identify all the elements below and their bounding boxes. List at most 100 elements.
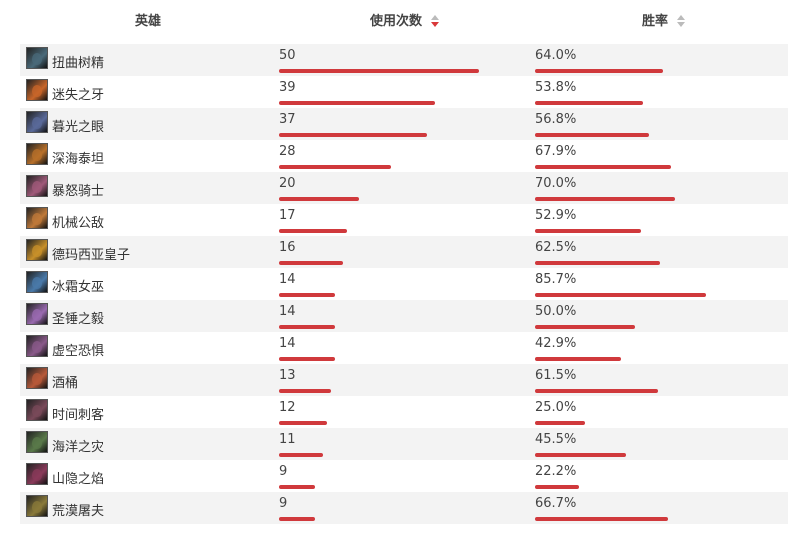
uses-bar — [279, 325, 335, 329]
column-header-uses[interactable]: 使用次数 — [370, 10, 439, 29]
uses-bar — [279, 421, 327, 425]
winrate-bar — [535, 165, 671, 169]
avatar-face-shape — [32, 53, 42, 65]
table-row[interactable]: 迷失之牙 39 53.8% — [20, 76, 788, 108]
avatar-face-shape — [32, 309, 42, 321]
winrate-bar — [535, 101, 643, 105]
table-row[interactable]: 暮光之眼 37 56.8% — [20, 108, 788, 140]
winrate-column-label[interactable]: 胜率 — [642, 14, 669, 29]
winrate-value: 52.9% — [535, 208, 577, 223]
kled-icon — [26, 175, 48, 197]
winrate-value: 53.8% — [535, 80, 577, 95]
table-row[interactable]: 德玛西亚皇子 16 62.5% — [20, 236, 788, 268]
uses-value: 39 — [279, 80, 296, 95]
uses-bar — [279, 165, 391, 169]
poppy-icon — [26, 303, 48, 325]
avatar-face-shape — [32, 373, 42, 385]
winrate-value: 42.9% — [535, 336, 577, 351]
winrate-bar — [535, 197, 675, 201]
winrate-value: 62.5% — [535, 240, 577, 255]
winrate-bar — [535, 325, 635, 329]
avatar-face-shape — [32, 437, 42, 449]
hero-table: 扭曲树精 50 64.0% 迷失之牙 39 53.8% 暮光之眼 37 56.8% 深海泰坦 28 6… — [20, 44, 788, 524]
column-header-winrate[interactable]: 胜率 — [642, 10, 685, 29]
hero-name[interactable]: 暮光之眼 — [52, 120, 105, 135]
hero-name[interactable]: 荒漠屠夫 — [52, 504, 105, 519]
nautilus-icon — [26, 143, 48, 165]
winrate-value: 56.8% — [535, 112, 577, 127]
table-row[interactable]: 暴怒骑士 20 70.0% — [20, 172, 788, 204]
uses-value: 12 — [279, 400, 296, 415]
table-row[interactable]: 扭曲树精 50 64.0% — [20, 44, 788, 76]
hero-name[interactable]: 深海泰坦 — [52, 152, 105, 167]
hero-name[interactable]: 暴怒骑士 — [52, 184, 105, 199]
avatar-face-shape — [32, 341, 42, 353]
winrate-bar — [535, 485, 579, 489]
winrate-bar — [535, 229, 641, 233]
uses-bar — [279, 517, 315, 521]
hero-name[interactable]: 扭曲树精 — [52, 56, 105, 71]
winrate-bar — [535, 453, 626, 457]
hero-name[interactable]: 德玛西亚皇子 — [52, 248, 131, 263]
uses-bar — [279, 485, 315, 489]
hero-name[interactable]: 时间刺客 — [52, 408, 105, 423]
uses-value: 17 — [279, 208, 296, 223]
table-row[interactable]: 冰霜女巫 14 85.7% — [20, 268, 788, 300]
uses-bar — [279, 229, 347, 233]
avatar-face-shape — [32, 149, 42, 161]
table-row[interactable]: 海洋之灾 11 45.5% — [20, 428, 788, 460]
ornn-icon — [26, 463, 48, 485]
hero-name[interactable]: 虚空恐惧 — [52, 344, 105, 359]
table-row[interactable]: 荒漠屠夫 9 66.7% — [20, 492, 788, 524]
hero-name[interactable]: 迷失之牙 — [52, 88, 105, 103]
hero-name[interactable]: 冰霜女巫 — [52, 280, 105, 295]
table-row[interactable]: 山隐之焰 9 22.2% — [20, 460, 788, 492]
winrate-bar — [535, 421, 585, 425]
uses-value: 20 — [279, 176, 296, 191]
gnar-icon — [26, 79, 48, 101]
rumble-icon — [26, 207, 48, 229]
uses-value: 28 — [279, 144, 296, 159]
table-row[interactable]: 机械公敌 17 52.9% — [20, 204, 788, 236]
winrate-bar — [535, 261, 660, 265]
winrate-value: 64.0% — [535, 48, 577, 63]
avatar-face-shape — [32, 85, 42, 97]
winrate-value: 66.7% — [535, 496, 577, 511]
column-header-hero: 英雄 — [135, 10, 161, 29]
winrate-value: 25.0% — [535, 400, 577, 415]
maokai-icon — [26, 47, 48, 69]
avatar-face-shape — [32, 117, 42, 129]
table-row[interactable]: 圣锤之毅 14 50.0% — [20, 300, 788, 332]
gragas-icon — [26, 367, 48, 389]
uses-bar — [279, 453, 323, 457]
lissandra-icon — [26, 271, 48, 293]
winrate-value: 22.2% — [535, 464, 577, 479]
jarvan-icon — [26, 239, 48, 261]
table-row[interactable]: 深海泰坦 28 67.9% — [20, 140, 788, 172]
uses-value: 9 — [279, 496, 288, 511]
winrate-bar — [535, 357, 621, 361]
uses-column-label[interactable]: 使用次数 — [370, 14, 423, 29]
hero-name[interactable]: 海洋之灾 — [52, 440, 105, 455]
table-row[interactable]: 时间刺客 12 25.0% — [20, 396, 788, 428]
hero-name[interactable]: 机械公敌 — [52, 216, 105, 231]
uses-bar — [279, 261, 343, 265]
hero-name[interactable]: 圣锤之毅 — [52, 312, 105, 327]
shen-icon — [26, 111, 48, 133]
winrate-bar — [535, 293, 706, 297]
chogath-icon — [26, 335, 48, 357]
uses-value: 13 — [279, 368, 296, 383]
hero-column-label: 英雄 — [135, 14, 162, 29]
uses-bar — [279, 357, 335, 361]
sort-desc-icon[interactable] — [430, 14, 439, 27]
uses-bar — [279, 293, 335, 297]
table-row[interactable]: 虚空恐惧 14 42.9% — [20, 332, 788, 364]
winrate-bar — [535, 517, 668, 521]
table-row[interactable]: 酒桶 13 61.5% — [20, 364, 788, 396]
hero-name[interactable]: 山隐之焰 — [52, 472, 105, 487]
avatar-face-shape — [32, 245, 42, 257]
gangplank-icon — [26, 431, 48, 453]
hero-name[interactable]: 酒桶 — [52, 376, 79, 391]
sort-icon[interactable] — [676, 14, 685, 27]
